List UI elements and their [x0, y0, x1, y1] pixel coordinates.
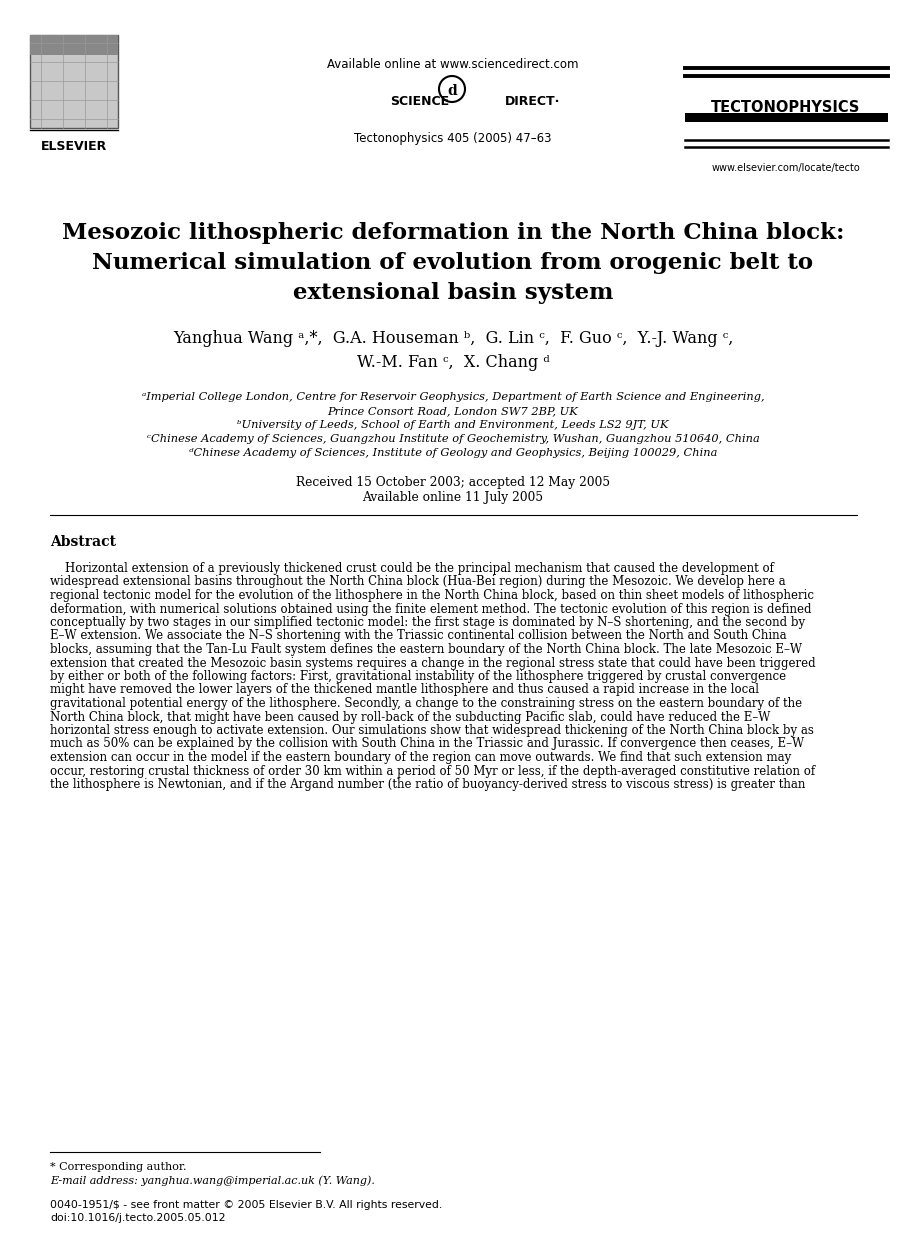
Text: Numerical simulation of evolution from orogenic belt to: Numerical simulation of evolution from o… [93, 253, 814, 274]
Text: conceptually by two stages in our simplified tectonic model: the first stage is : conceptually by two stages in our simpli… [50, 617, 805, 629]
Text: extension can occur in the model if the eastern boundary of the region can move : extension can occur in the model if the … [50, 751, 791, 764]
Text: extension that created the Mesozoic basin systems requires a change in the regio: extension that created the Mesozoic basi… [50, 656, 815, 670]
Text: regional tectonic model for the evolution of the lithosphere in the North China : regional tectonic model for the evolutio… [50, 589, 814, 602]
Text: blocks, assuming that the Tan-Lu Fault system defines the eastern boundary of th: blocks, assuming that the Tan-Lu Fault s… [50, 643, 802, 656]
Text: 0040-1951/$ - see front matter © 2005 Elsevier B.V. All rights reserved.: 0040-1951/$ - see front matter © 2005 El… [50, 1200, 443, 1210]
Bar [30, 35, 118, 54]
Text: W.-M. Fan ᶜ,  X. Chang ᵈ: W.-M. Fan ᶜ, X. Chang ᵈ [356, 354, 550, 371]
Text: Yanghua Wang ᵃ,*,  G.A. Houseman ᵇ,  G. Lin ᶜ,  F. Guo ᶜ,  Y.-J. Wang ᶜ,: Yanghua Wang ᵃ,*, G.A. Houseman ᵇ, G. Li… [173, 331, 733, 347]
Text: Horizontal extension of a previously thickened crust could be the principal mech: Horizontal extension of a previously thi… [50, 562, 774, 574]
Bar [30, 35, 118, 128]
Text: Received 15 October 2003; accepted 12 May 2005: Received 15 October 2003; accepted 12 Ma… [296, 475, 610, 489]
Text: Prince Consort Road, London SW7 2BP, UK: Prince Consort Road, London SW7 2BP, UK [327, 406, 579, 416]
Text: might have removed the lower layers of the thickened mantle lithosphere and thus: might have removed the lower layers of t… [50, 683, 759, 697]
Bar [685, 113, 888, 123]
Text: ᵈChinese Academy of Sciences, Institute of Geology and Geophysics, Beijing 10002: ᵈChinese Academy of Sciences, Institute … [189, 448, 717, 458]
Text: widespread extensional basins throughout the North China block (Hua-Bei region) : widespread extensional basins throughout… [50, 576, 785, 588]
Text: occur, restoring crustal thickness of order 30 km within a period of 50 Myr or l: occur, restoring crustal thickness of or… [50, 765, 815, 777]
Text: Abstract: Abstract [50, 535, 116, 548]
Text: deformation, with numerical solutions obtained using the finite element method. : deformation, with numerical solutions ob… [50, 603, 812, 615]
Text: DIRECT·: DIRECT· [505, 95, 561, 108]
Text: www.elsevier.com/locate/tecto: www.elsevier.com/locate/tecto [712, 163, 861, 173]
Text: ᵃImperial College London, Centre for Reservoir Geophysics, Department of Earth S: ᵃImperial College London, Centre for Res… [141, 392, 765, 402]
Text: ᵇUniversity of Leeds, School of Earth and Environment, Leeds LS2 9JT, UK: ᵇUniversity of Leeds, School of Earth an… [238, 420, 668, 430]
Text: extensional basin system: extensional basin system [293, 282, 613, 305]
Text: Available online at www.sciencedirect.com: Available online at www.sciencedirect.co… [327, 58, 579, 71]
Text: SCIENCE: SCIENCE [390, 95, 449, 108]
Text: the lithosphere is Newtonian, and if the Argand number (the ratio of buoyancy-de: the lithosphere is Newtonian, and if the… [50, 777, 805, 791]
Text: Tectonophysics 405 (2005) 47–63: Tectonophysics 405 (2005) 47–63 [355, 132, 551, 145]
Text: ᶜChinese Academy of Sciences, Guangzhou Institute of Geochemistry, Wushan, Guang: ᶜChinese Academy of Sciences, Guangzhou … [147, 435, 759, 444]
Text: Mesozoic lithospheric deformation in the North China block:: Mesozoic lithospheric deformation in the… [62, 222, 844, 244]
Text: E–W extension. We associate the N–S shortening with the Triassic continental col: E–W extension. We associate the N–S shor… [50, 629, 786, 643]
Text: d: d [447, 84, 457, 98]
Text: horizontal stress enough to activate extension. Our simulations show that widesp: horizontal stress enough to activate ext… [50, 724, 814, 737]
Text: Available online 11 July 2005: Available online 11 July 2005 [363, 491, 543, 504]
Text: by either or both of the following factors: First, gravitational instability of : by either or both of the following facto… [50, 670, 786, 683]
Text: gravitational potential energy of the lithosphere. Secondly, a change to the con: gravitational potential energy of the li… [50, 697, 802, 711]
Text: ELSEVIER: ELSEVIER [41, 140, 107, 154]
Text: doi:10.1016/j.tecto.2005.05.012: doi:10.1016/j.tecto.2005.05.012 [50, 1213, 226, 1223]
Text: E-mail address: yanghua.wang@imperial.ac.uk (Y. Wang).: E-mail address: yanghua.wang@imperial.ac… [50, 1175, 375, 1186]
Text: TECTONOPHYSICS: TECTONOPHYSICS [711, 100, 861, 115]
Text: North China block, that might have been caused by roll-back of the subducting Pa: North China block, that might have been … [50, 711, 770, 723]
Text: much as 50% can be explained by the collision with South China in the Triassic a: much as 50% can be explained by the coll… [50, 738, 805, 750]
Text: * Corresponding author.: * Corresponding author. [50, 1162, 187, 1172]
